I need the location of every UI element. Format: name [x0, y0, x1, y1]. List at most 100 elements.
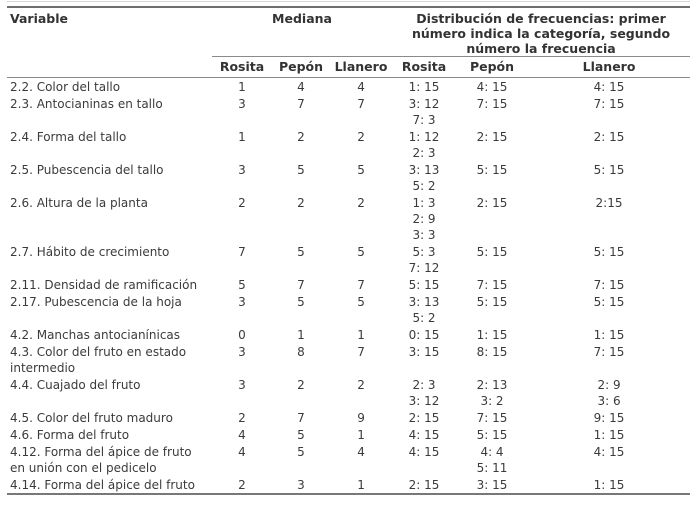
mediana-llanero-cell: 1 — [357, 478, 365, 492]
table-body: 2.2. Color del tallo 1 4 4 1: 15 4: 15 4: 15 2.… — [7, 78, 690, 495]
mediana-llanero-cell: 4 — [357, 80, 365, 94]
mediana-rosita-cell: 3 — [238, 97, 246, 111]
variable-cell: 4.6. Forma del fruto — [10, 428, 130, 442]
mediana-pepon-cell: 4 — [297, 80, 305, 94]
dist-llanero-cell: 5: 15 — [593, 163, 625, 177]
dist-rosita-cell: 3: 15 — [408, 345, 440, 359]
dist-rosita-cell: 1: 15 — [408, 80, 440, 94]
mediana-pepon-cell: 5 — [297, 163, 305, 177]
group-header-mediana: Mediana — [212, 7, 393, 57]
mediana-llanero-cell: 2 — [357, 196, 365, 210]
table-row: 2.6. Altura de la planta 2 2 2 1: 3 2: 9 3: … — [7, 194, 690, 243]
dist-llanero-cell: 2:15 — [595, 196, 623, 210]
mediana-rosita-cell: 0 — [238, 328, 246, 342]
paper-table-page: Variable Mediana Distribución de frecuen… — [7, 1, 691, 495]
mediana-rosita-cell: 2 — [238, 478, 246, 492]
table-row: 4.5. Color del fruto maduro 2 7 9 2: 15 7: 15… — [7, 409, 690, 426]
dist-rosita-cell: 3: 13 5: 2 — [408, 295, 440, 325]
dist-llanero-cell: 7: 15 — [593, 278, 625, 292]
table-row: 4.14. Forma del ápice del fruto 2 3 1 2: 15 3… — [7, 476, 690, 494]
subheader-mediana-rosita: Rosita — [212, 56, 272, 78]
table-row: 4.4. Cuajado del fruto 3 2 2 2: 3 3: 12 2: 13… — [7, 376, 690, 409]
table-row: 2.7. Hábito de crecimiento 7 5 5 5: 3 7: 12 5… — [7, 243, 690, 276]
mediana-rosita-cell: 3 — [238, 295, 246, 309]
dist-llanero-cell: 9: 15 — [593, 411, 625, 425]
table-row: 4.2. Manchas antocianínicas 0 1 1 0: 15 1: 15… — [7, 326, 690, 343]
mediana-llanero-cell: 7 — [357, 278, 365, 292]
variable-cell: 4.12. Forma del ápice de fruto en unión … — [10, 445, 192, 475]
dist-rosita-cell: 5: 3 7: 12 — [408, 245, 440, 275]
dist-pepon-cell: 2: 15 — [476, 196, 508, 210]
variable-cell: 2.3. Antocianinas en tallo — [10, 97, 163, 111]
mediana-pepon-cell: 7 — [297, 97, 305, 111]
dist-pepon-cell: 5: 15 — [476, 428, 508, 442]
mediana-llanero-cell: 2 — [357, 130, 365, 144]
dist-llanero-cell: 2: 15 — [593, 130, 625, 144]
dist-rosita-cell: 3: 13 5: 2 — [408, 163, 440, 193]
dist-pepon-cell: 5: 15 — [476, 163, 508, 177]
mediana-rosita-cell: 4 — [238, 428, 246, 442]
mediana-pepon-cell: 7 — [297, 411, 305, 425]
dist-llanero-cell: 7: 15 — [593, 345, 625, 359]
variable-cell: 2.17. Pubescencia de la hoja — [10, 295, 182, 309]
variable-cell: 2.11. Densidad de ramificación — [10, 278, 198, 292]
group-header-row: Variable Mediana Distribución de frecuen… — [7, 7, 691, 78]
mediana-llanero-cell: 5 — [357, 245, 365, 259]
variable-cell: 2.4. Forma del tallo — [10, 130, 127, 144]
table-row: 4.12. Forma del ápice de fruto en unión … — [7, 443, 690, 476]
variable-cell: 2.7. Hábito de crecimiento — [10, 245, 170, 259]
column-header-variable: Variable — [7, 7, 212, 78]
dist-llanero-cell: 4: 15 — [593, 445, 625, 459]
mediana-llanero-cell: 7 — [357, 345, 365, 359]
table-row: 2.5. Pubescencia del tallo 3 5 5 3: 13 5: 2 5… — [7, 161, 690, 194]
subheader-dist-llanero: Llanero — [528, 56, 691, 78]
mediana-pepon-cell: 2 — [297, 378, 305, 392]
dist-rosita-cell: 1: 3 2: 9 3: 3 — [412, 196, 436, 242]
mediana-llanero-cell: 2 — [357, 378, 365, 392]
table-row: 4.3. Color del fruto en estado intermedi… — [7, 343, 690, 376]
dist-llanero-cell: 5: 15 — [593, 245, 625, 259]
mediana-llanero-cell: 1 — [357, 328, 365, 342]
mediana-pepon-cell: 5 — [297, 428, 305, 442]
dist-pepon-cell: 3: 15 — [476, 478, 508, 492]
dist-pepon-cell: 2: 15 — [476, 130, 508, 144]
subheader-dist-rosita: Rosita — [392, 56, 457, 78]
mediana-pepon-cell: 7 — [297, 278, 305, 292]
mediana-llanero-cell: 5 — [357, 295, 365, 309]
variable-cell: 2.6. Altura de la planta — [10, 196, 148, 210]
dist-rosita-cell: 4: 15 — [408, 428, 440, 442]
mediana-pepon-cell: 2 — [297, 196, 305, 210]
mediana-rosita-cell: 2 — [238, 196, 246, 210]
dist-rosita-cell: 3: 12 7: 3 — [408, 97, 440, 127]
variable-cell: 4.5. Color del fruto maduro — [10, 411, 173, 425]
table-row: 4.6. Forma del fruto 4 5 1 4: 15 5: 15 1: 15 — [7, 426, 690, 443]
dist-pepon-cell: 2: 13 3: 2 — [476, 378, 508, 408]
top-rule-light — [7, 1, 690, 2]
dist-llanero-cell: 4: 15 — [593, 80, 625, 94]
mediana-rosita-cell: 2 — [238, 411, 246, 425]
variable-cell: 4.2. Manchas antocianínicas — [10, 328, 181, 342]
mediana-pepon-cell: 8 — [297, 345, 305, 359]
dist-rosita-cell: 1: 12 2: 3 — [408, 130, 440, 160]
dist-llanero-cell: 1: 15 — [593, 428, 625, 442]
dist-pepon-cell: 4: 15 — [476, 80, 508, 94]
mediana-rosita-cell: 1 — [238, 80, 246, 94]
dist-pepon-cell: 7: 15 — [476, 278, 508, 292]
dist-pepon-cell: 7: 15 — [476, 411, 508, 425]
mediana-llanero-cell: 5 — [357, 163, 365, 177]
mediana-rosita-cell: 7 — [238, 245, 246, 259]
mediana-llanero-cell: 7 — [357, 97, 365, 111]
dist-rosita-cell: 0: 15 — [408, 328, 440, 342]
mediana-llanero-cell: 1 — [357, 428, 365, 442]
variable-cell: 4.14. Forma del ápice del fruto — [10, 478, 195, 492]
table-row: 2.17. Pubescencia de la hoja 3 5 5 3: 13 5: … — [7, 293, 690, 326]
table-row: 2.4. Forma del tallo 1 2 2 1: 12 2: 3 2: 15 2:… — [7, 128, 690, 161]
dist-pepon-cell: 5: 15 — [476, 295, 508, 309]
mediana-pepon-cell: 5 — [297, 445, 305, 459]
subheader-row: Rosita Pepón Llanero Rosita Pepón Llaner… — [7, 56, 691, 78]
dist-pepon-cell: 4: 4 5: 11 — [476, 445, 508, 475]
variable-cell: 2.5. Pubescencia del tallo — [10, 163, 164, 177]
dist-llanero-cell: 1: 15 — [593, 328, 625, 342]
mediana-rosita-cell: 3 — [238, 378, 246, 392]
dist-pepon-cell: 1: 15 — [476, 328, 508, 342]
